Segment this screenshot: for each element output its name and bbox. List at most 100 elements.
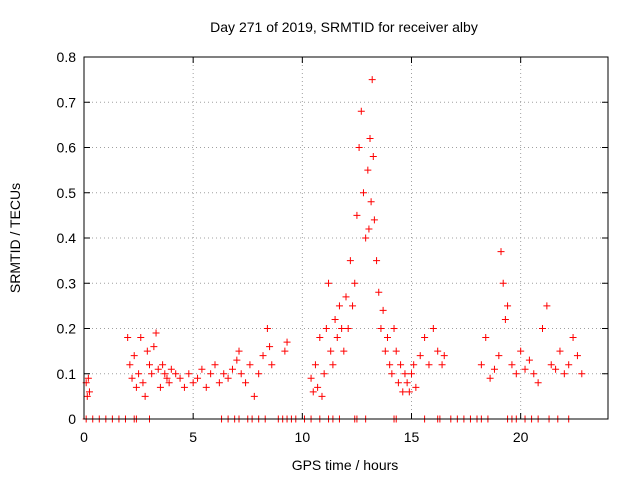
- data-point: [185, 370, 193, 378]
- data-point: [233, 356, 241, 364]
- data-point: [408, 370, 415, 378]
- data-point: [578, 370, 586, 378]
- data-point: [508, 361, 516, 369]
- data-point: [386, 361, 394, 369]
- data-point: [161, 370, 169, 378]
- data-point: [569, 334, 577, 342]
- chart-title: Day 271 of 2019, SRMTID for receiver alb…: [210, 19, 478, 35]
- grid: [84, 57, 608, 419]
- y-tick-label: 0.3: [57, 275, 77, 291]
- data-point: [366, 134, 374, 142]
- data-point: [189, 379, 197, 387]
- data-point: [165, 379, 173, 387]
- data-point: [220, 370, 228, 378]
- data-point: [327, 347, 335, 355]
- data-point: [85, 388, 93, 396]
- data-point: [333, 334, 341, 342]
- x-tick-label: 5: [189, 429, 197, 445]
- data-point: [84, 374, 92, 382]
- data-point: [394, 379, 402, 387]
- data-point: [342, 293, 350, 301]
- y-tick-label: 0.5: [57, 185, 77, 201]
- data-point: [353, 211, 361, 219]
- y-tick-label: 0.8: [57, 49, 77, 65]
- data-point: [392, 347, 400, 355]
- data-point: [159, 361, 167, 369]
- data-point: [141, 392, 149, 400]
- data-point: [401, 370, 409, 378]
- data-point: [438, 361, 446, 369]
- data-point: [501, 315, 509, 323]
- axis-ticks: 0 0.1 0.2 0.3 0.4 0.5 0.6 0.7 0.8 0 5 10 15 20: [57, 49, 608, 445]
- y-tick-label: 0.7: [57, 94, 77, 110]
- data-point: [539, 325, 546, 332]
- data-point: [512, 370, 520, 378]
- data-point: [490, 365, 498, 373]
- data-point: [211, 361, 219, 369]
- data-point: [369, 153, 377, 161]
- data-point: [139, 379, 147, 387]
- data-point: [397, 361, 405, 369]
- data-point: [412, 383, 420, 391]
- data-point: [137, 334, 145, 342]
- data-point: [388, 370, 396, 378]
- y-tick-label: 0: [68, 411, 76, 427]
- data-point: [335, 302, 343, 310]
- data-point: [198, 365, 206, 373]
- data-point: [405, 388, 413, 396]
- data-point: [368, 76, 376, 84]
- data-point: [440, 352, 448, 360]
- data-point: [242, 379, 250, 387]
- data-point: [399, 388, 407, 396]
- data-point: [316, 334, 324, 342]
- data-point: [573, 352, 581, 360]
- x-tick-label: 15: [404, 429, 420, 445]
- data-point: [517, 347, 525, 355]
- data-point: [263, 325, 271, 332]
- data-point: [148, 370, 156, 378]
- y-tick-label: 0.1: [57, 366, 77, 382]
- data-point: [215, 379, 223, 387]
- data-point: [268, 361, 276, 369]
- data-point: [130, 352, 138, 360]
- y-tick-label: 0.6: [57, 140, 77, 156]
- data-point: [403, 379, 411, 387]
- data-point: [365, 225, 373, 233]
- data-point: [495, 352, 503, 360]
- data-point: [338, 325, 346, 332]
- y-tick-label: 0.4: [57, 230, 77, 246]
- data-point: [429, 325, 437, 332]
- data-point: [556, 347, 564, 355]
- data-point: [143, 347, 151, 355]
- data-point: [314, 383, 322, 391]
- data-point: [390, 325, 398, 332]
- data-point: [150, 343, 158, 351]
- data-point: [357, 107, 365, 115]
- data-point: [154, 365, 162, 373]
- data-point: [434, 347, 442, 355]
- data-point: [283, 338, 291, 346]
- data-point: [235, 347, 243, 355]
- data-point: [560, 370, 568, 378]
- data-point: [259, 352, 267, 360]
- data-point: [172, 370, 180, 378]
- data-point: [307, 374, 315, 382]
- data-point: [167, 365, 175, 373]
- data-point: [126, 361, 134, 369]
- data-point: [250, 392, 258, 400]
- data-point: [202, 383, 210, 391]
- data-point: [346, 257, 354, 265]
- data-point: [359, 189, 367, 197]
- data-point: [132, 383, 140, 391]
- data-point: [565, 361, 573, 369]
- data-point: [156, 383, 164, 391]
- data-point: [362, 234, 370, 242]
- data-point: [322, 325, 330, 332]
- data-point: [309, 388, 317, 396]
- data-point: [176, 374, 184, 382]
- data-point: [311, 361, 319, 369]
- data-point: [383, 334, 391, 342]
- data-point: [425, 361, 433, 369]
